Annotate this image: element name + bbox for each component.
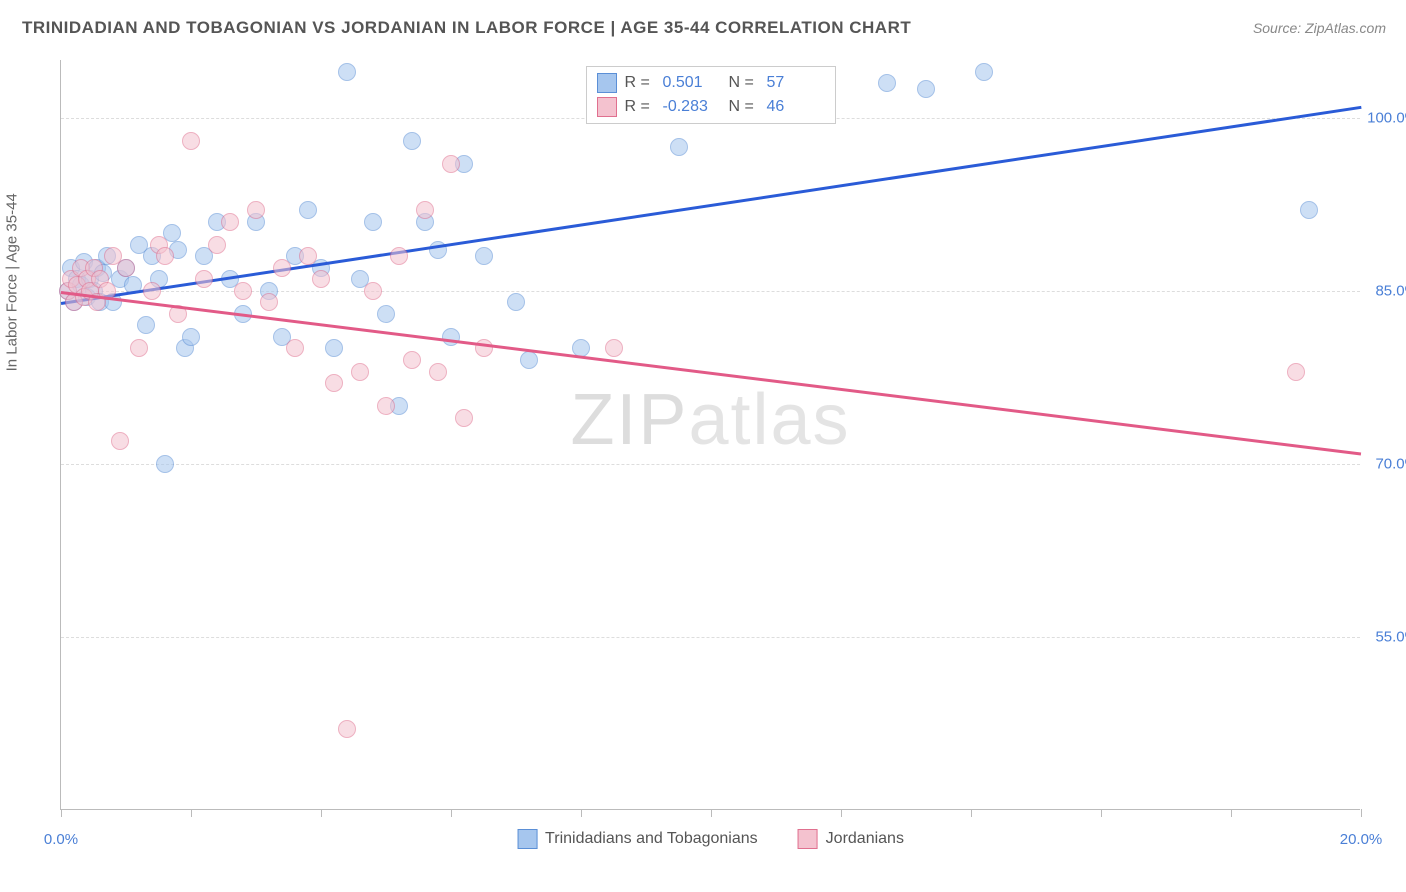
y-tick-label: 70.0%	[1375, 455, 1406, 472]
data-point	[273, 259, 291, 277]
y-tick-label: 100.0%	[1367, 109, 1406, 126]
data-point	[260, 293, 278, 311]
gridline-h	[61, 637, 1360, 638]
data-point	[442, 155, 460, 173]
swatch-icon	[517, 829, 537, 849]
data-point	[1300, 201, 1318, 219]
data-point	[364, 282, 382, 300]
data-point	[520, 351, 538, 369]
data-point	[917, 80, 935, 98]
data-point	[117, 259, 135, 277]
data-point	[338, 63, 356, 81]
data-point	[364, 213, 382, 231]
data-point	[208, 236, 226, 254]
x-tick	[971, 809, 972, 817]
x-tick-label: 0.0%	[44, 831, 78, 848]
data-point	[351, 363, 369, 381]
data-point	[299, 247, 317, 265]
x-tick	[451, 809, 452, 817]
x-tick	[711, 809, 712, 817]
data-point	[670, 138, 688, 156]
n-label: N =	[729, 74, 759, 92]
data-point	[137, 316, 155, 334]
legend-row-series-1: R = -0.283 N = 46	[597, 95, 825, 119]
x-tick	[321, 809, 322, 817]
swatch-icon	[597, 97, 617, 117]
r-value: 0.501	[663, 74, 721, 92]
data-point	[878, 74, 896, 92]
data-point	[442, 328, 460, 346]
watermark: ZIPatlas	[570, 379, 850, 461]
chart-title: TRINIDADIAN AND TOBAGONIAN VS JORDANIAN …	[22, 18, 911, 38]
y-tick-label: 85.0%	[1375, 282, 1406, 299]
data-point	[975, 63, 993, 81]
data-point	[182, 132, 200, 150]
data-point	[338, 720, 356, 738]
data-point	[286, 339, 304, 357]
x-tick-label: 20.0%	[1340, 831, 1383, 848]
gridline-h	[61, 291, 1360, 292]
legend-row-series-0: R = 0.501 N = 57	[597, 71, 825, 95]
source-label: Source: ZipAtlas.com	[1253, 20, 1386, 36]
data-point	[507, 293, 525, 311]
x-tick	[1231, 809, 1232, 817]
data-point	[156, 455, 174, 473]
x-tick	[61, 809, 62, 817]
x-tick	[191, 809, 192, 817]
data-point	[156, 247, 174, 265]
data-point	[390, 247, 408, 265]
x-tick	[1361, 809, 1362, 817]
r-label: R =	[625, 98, 655, 116]
data-point	[111, 432, 129, 450]
trend-line	[61, 291, 1361, 455]
x-tick	[841, 809, 842, 817]
swatch-icon	[597, 73, 617, 93]
legend-item-series-1: Jordanians	[798, 829, 904, 849]
data-point	[195, 270, 213, 288]
data-point	[234, 282, 252, 300]
data-point	[325, 339, 343, 357]
swatch-icon	[798, 829, 818, 849]
data-point	[605, 339, 623, 357]
data-point	[221, 213, 239, 231]
data-point	[429, 363, 447, 381]
y-tick-label: 55.0%	[1375, 628, 1406, 645]
correlation-legend: R = 0.501 N = 57 R = -0.283 N = 46	[586, 66, 836, 124]
series-name: Jordanians	[826, 830, 904, 848]
data-point	[377, 305, 395, 323]
data-point	[299, 201, 317, 219]
data-point	[182, 328, 200, 346]
scatter-plot: ZIPatlas R = 0.501 N = 57 R = -0.283 N =…	[60, 60, 1360, 810]
r-label: R =	[625, 74, 655, 92]
n-label: N =	[729, 98, 759, 116]
data-point	[403, 351, 421, 369]
data-point	[130, 339, 148, 357]
y-axis-label: In Labor Force | Age 35-44	[4, 193, 21, 371]
r-value: -0.283	[663, 98, 721, 116]
data-point	[143, 282, 161, 300]
data-point	[312, 270, 330, 288]
series-name: Trinidadians and Tobagonians	[545, 830, 758, 848]
data-point	[377, 397, 395, 415]
data-point	[403, 132, 421, 150]
legend-item-series-0: Trinidadians and Tobagonians	[517, 829, 758, 849]
data-point	[1287, 363, 1305, 381]
data-point	[455, 409, 473, 427]
chart-container: In Labor Force | Age 35-44 ZIPatlas R = …	[22, 52, 1384, 852]
data-point	[416, 201, 434, 219]
series-legend: Trinidadians and Tobagonians Jordanians	[517, 829, 904, 849]
x-tick	[1101, 809, 1102, 817]
x-tick	[581, 809, 582, 817]
gridline-h	[61, 464, 1360, 465]
n-value: 57	[767, 74, 825, 92]
data-point	[475, 247, 493, 265]
n-value: 46	[767, 98, 825, 116]
data-point	[325, 374, 343, 392]
data-point	[247, 201, 265, 219]
